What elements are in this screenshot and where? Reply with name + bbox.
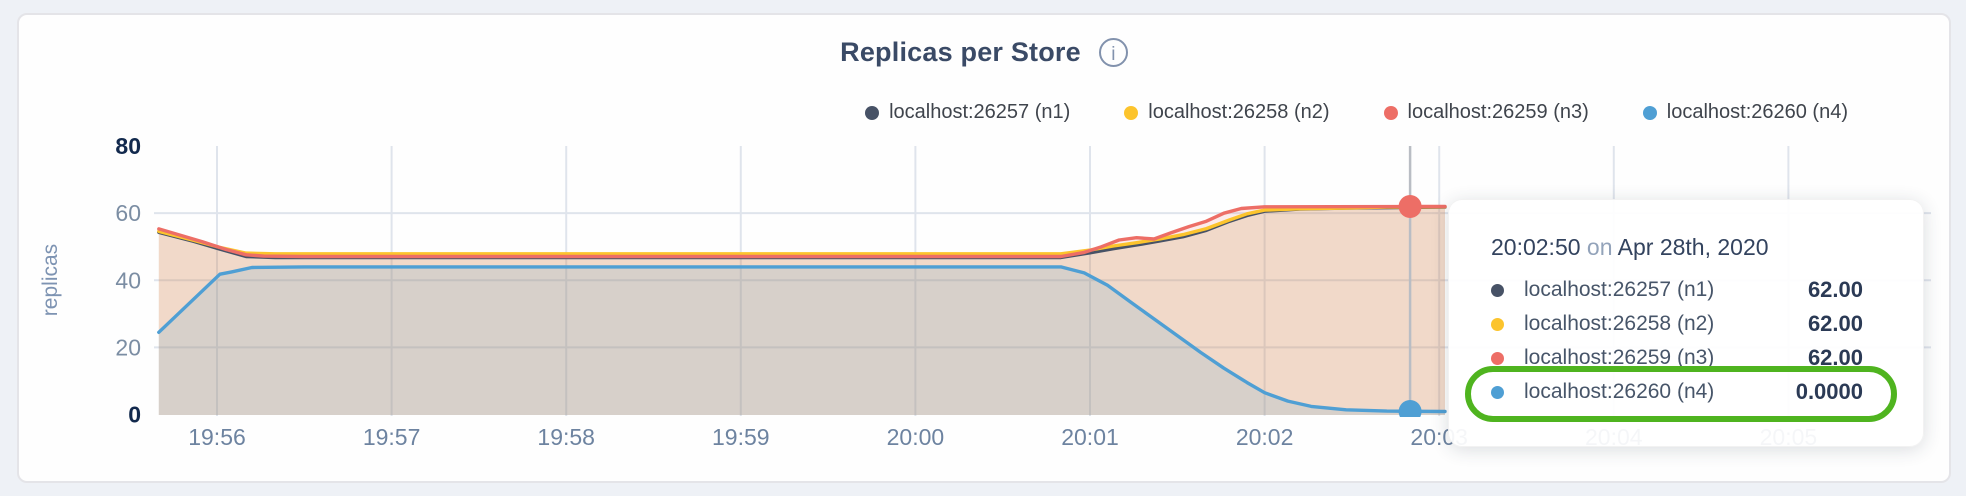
hover-tooltip: 20:02:50 on Apr 28th, 2020 localhost:262… [1448,199,1924,447]
y-tick-label: 20 [115,334,141,360]
legend-label: localhost:26259 (n3) [1407,101,1589,123]
x-tick-label: 20:02 [1236,424,1294,450]
series-line-n3 [157,204,1447,259]
tooltip-row-label: localhost:26259 (n3) [1524,346,1715,369]
series-area-n4 [158,266,1445,415]
tooltip-row-highlighted: localhost:26260 (n4) 0.0000 [1491,375,1863,409]
tooltip-row-dot-icon [1491,385,1504,399]
x-tick-label: 19:59 [712,424,770,450]
x-tick-label: 20:01 [1061,424,1119,450]
tooltip-time: 20:02:50 [1491,234,1581,260]
tooltip-row-value: 0.0000 [1795,379,1863,404]
chart-header: Replicas per Store i [17,32,1951,72]
hover-dot-n4 [1398,399,1422,417]
y-axis-label: replicas [39,244,62,316]
hover-dots [1398,194,1422,417]
y-tick-label: 40 [115,267,141,293]
legend-swatch-icon [865,105,880,120]
tooltip-row: localhost:26259 (n3) 62.00 [1491,341,1863,375]
tooltip-row-label: localhost:26258 (n2) [1524,312,1715,335]
legend-item-n3: localhost:26259 (n3) [1383,101,1589,124]
tooltip-row-value: 62.00 [1807,345,1863,370]
y-tick-label: 80 [115,133,141,159]
tooltip-row-dot-icon [1491,283,1504,297]
legend-item-n1: localhost:26257 (n1) [865,101,1070,124]
info-icon[interactable]: i [1098,37,1128,67]
legend-label: localhost:26260 (n4) [1666,101,1848,123]
y-tick-label: 60 [115,200,141,226]
tooltip-conjunction: on [1586,234,1613,260]
tooltip-row-value: 62.00 [1807,311,1863,336]
tooltip-row-label: localhost:26257 (n1) [1524,278,1715,301]
legend: localhost:26257 (n1) localhost:26258 (n2)… [865,101,1848,124]
tooltip-rows: localhost:26257 (n1) 62.00 localhost:26258… [1491,273,1863,409]
tooltip-row: localhost:26258 (n2) 62.00 [1491,307,1863,341]
tooltip-date: Apr 28th, 2020 [1617,234,1769,260]
legend-label: localhost:26257 (n1) [889,101,1071,123]
tooltip-row-label: localhost:26260 (n4) [1524,380,1715,403]
series-lines [157,204,1447,414]
tooltip-row: localhost:26257 (n1) 62.00 [1491,273,1863,307]
legend-item-n2: localhost:26258 (n2) [1124,101,1330,124]
legend-swatch-icon [1642,105,1657,120]
x-tick-label: 19:57 [363,424,421,450]
x-tick-label: 19:56 [188,424,246,450]
legend-item-n4: localhost:26260 (n4) [1642,101,1848,124]
tooltip-row-value: 62.00 [1807,277,1863,302]
series-line-n4 [157,265,1447,414]
x-tick-label: 20:00 [887,424,945,450]
y-tick-label: 0 [128,402,141,428]
chart-title: Replicas per Store [840,36,1081,67]
hover-dot-n3 [1398,194,1422,218]
tooltip-row-dot-icon [1491,317,1504,331]
x-tick-label: 19:58 [537,424,595,450]
legend-swatch-icon [1124,105,1139,120]
legend-swatch-icon [1383,105,1398,120]
legend-label: localhost:26258 (n2) [1148,101,1330,123]
tooltip-row-dot-icon [1491,351,1504,365]
tooltip-header: 20:02:50 on Apr 28th, 2020 [1491,234,1863,261]
